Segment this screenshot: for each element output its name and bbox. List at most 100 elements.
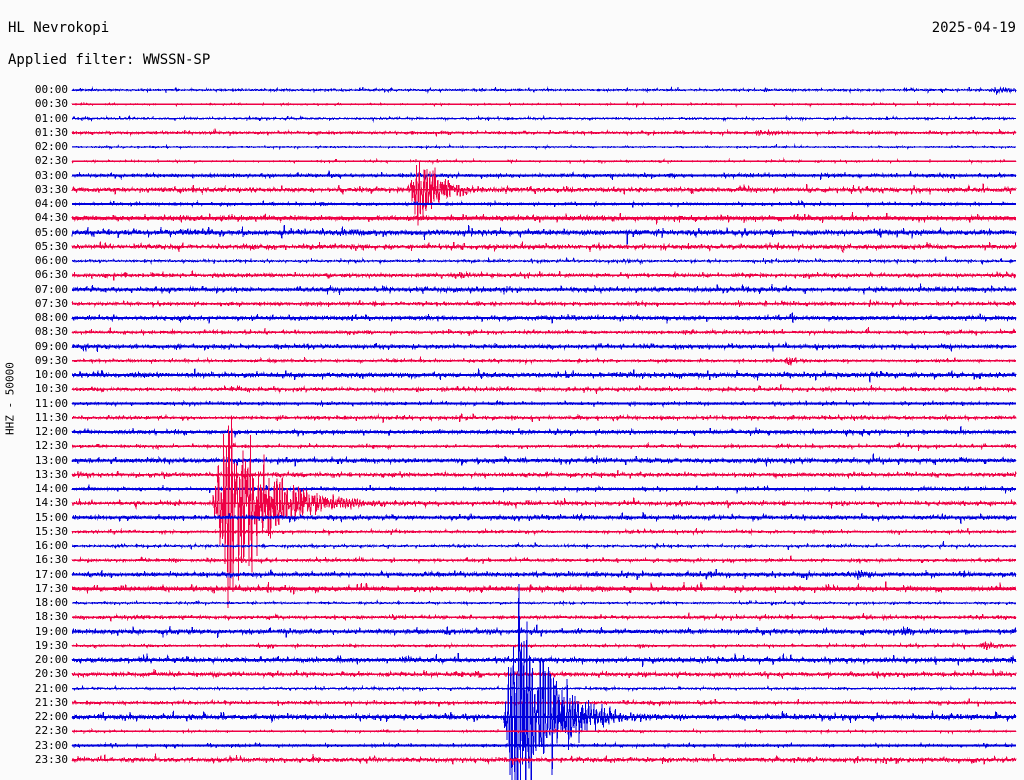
trace-row-0000: [71, 85, 1017, 96]
time-tick-0100: 01:00: [34, 111, 68, 125]
trace-row-2000: [71, 652, 1017, 667]
time-tick-0900: 09:00: [34, 339, 68, 353]
trace-row-0230: [71, 157, 1017, 165]
trace-row-0700: [71, 283, 1017, 296]
trace-row-0930: [71, 356, 1017, 366]
time-tick-2330: 23:30: [34, 752, 68, 766]
time-tick-1100: 11:00: [34, 396, 68, 410]
trace-row-1930: [71, 640, 1017, 651]
applied-filter-label: Applied filter: WWSSN-SP: [8, 52, 211, 68]
trace-row-1600: [71, 540, 1017, 551]
trace-row-1030: [71, 383, 1017, 395]
trace-row-1430: [71, 415, 1017, 608]
trace-row-1000: [71, 368, 1017, 383]
time-tick-0500: 05:00: [34, 225, 68, 239]
trace-row-0530: [71, 241, 1017, 253]
trace-row-2230: [71, 727, 1017, 735]
trace-row-0600: [71, 256, 1017, 266]
record-date: 2025-04-19: [931, 20, 1016, 36]
trace-row-0030: [71, 100, 1017, 109]
time-tick-0430: 04:30: [34, 211, 68, 225]
trace-row-1700: [71, 568, 1017, 580]
time-tick-1900: 19:00: [34, 624, 68, 638]
trace-row-1130: [71, 413, 1017, 423]
time-tick-1300: 13:00: [34, 453, 68, 467]
trace-row-0300: [71, 170, 1017, 181]
trace-row-0900: [71, 341, 1017, 353]
time-tick-2100: 21:00: [34, 681, 68, 695]
time-tick-1200: 12:00: [34, 425, 68, 438]
time-tick-0330: 03:30: [34, 182, 68, 196]
time-tick-1400: 14:00: [34, 482, 68, 495]
trace-row-1230: [71, 441, 1017, 451]
trace-row-1900: [71, 624, 1017, 638]
time-tick-1600: 16:00: [34, 539, 68, 552]
time-tick-0030: 00:30: [34, 97, 68, 111]
trace-row-2330: [71, 753, 1017, 765]
y-axis-label-text: HHZ - 50000: [3, 362, 17, 435]
trace-row-2030: [71, 668, 1017, 680]
trace-row-1730: [71, 581, 1017, 595]
time-tick-0700: 07:00: [34, 282, 68, 296]
trace-row-0400: [71, 199, 1017, 209]
trace-row-0430: [71, 212, 1017, 225]
trace-row-1630: [71, 555, 1017, 565]
time-tick-0530: 05:30: [34, 239, 68, 253]
trace-row-1830: [71, 612, 1017, 622]
time-tick-2000: 20:00: [34, 653, 68, 666]
time-tick-1130: 11:30: [34, 410, 68, 424]
y-axis-label: HHZ - 50000: [0, 330, 18, 470]
trace-row-0130: [71, 128, 1017, 138]
time-tick-0130: 01:30: [34, 125, 68, 139]
time-tick-2130: 21:30: [34, 695, 68, 709]
time-tick-1000: 10:00: [34, 368, 68, 381]
time-tick-1230: 12:30: [34, 439, 68, 453]
time-tick-0200: 02:00: [34, 140, 68, 153]
trace-row-0100: [71, 114, 1017, 123]
trace-row-1400: [71, 484, 1017, 494]
trace-row-0200: [71, 143, 1017, 151]
time-tick-0800: 08:00: [34, 311, 68, 324]
trace-row-0500: [71, 225, 1017, 245]
time-tick-1630: 16:30: [34, 553, 68, 567]
time-tick-0000: 00:00: [34, 83, 68, 96]
trace-row-1330: [71, 470, 1017, 483]
time-tick-0300: 03:00: [34, 168, 68, 182]
time-tick-1030: 10:30: [34, 382, 68, 396]
time-tick-1800: 18:00: [34, 596, 68, 609]
time-tick-2030: 20:30: [34, 667, 68, 681]
trace-row-1300: [71, 453, 1017, 467]
time-tick-2300: 23:00: [34, 738, 68, 752]
station-title: HL Nevrokopi: [8, 20, 110, 36]
time-tick-2230: 22:30: [34, 724, 68, 738]
time-tick-1530: 15:30: [34, 524, 68, 538]
time-tick-1700: 17:00: [34, 567, 68, 581]
time-tick-0930: 09:30: [34, 353, 68, 367]
time-tick-0730: 07:30: [34, 296, 68, 310]
time-tick-2200: 22:00: [34, 710, 68, 723]
trace-row-2300: [71, 741, 1017, 750]
trace-row-1530: [71, 527, 1017, 536]
trace-row-0630: [71, 270, 1017, 281]
time-tick-1930: 19:30: [34, 638, 68, 652]
trace-row-2200: [71, 584, 1017, 780]
time-tick-1330: 13:30: [34, 467, 68, 481]
trace-row-0330: [71, 161, 1017, 226]
trace-row-2100: [71, 684, 1017, 692]
trace-row-1500: [71, 512, 1017, 524]
trace-row-0800: [71, 312, 1017, 324]
trace-row-1200: [71, 426, 1017, 438]
trace-row-0730: [71, 299, 1017, 308]
time-tick-1730: 17:30: [34, 581, 68, 595]
time-tick-1500: 15:00: [34, 510, 68, 524]
time-tick-0400: 04:00: [34, 197, 68, 210]
trace-row-1100: [71, 399, 1017, 408]
time-tick-1430: 14:30: [34, 496, 68, 510]
trace-row-2130: [71, 698, 1017, 707]
trace-row-1800: [71, 599, 1017, 607]
time-tick-0630: 06:30: [34, 268, 68, 282]
time-tick-1830: 18:30: [34, 610, 68, 624]
time-tick-0830: 08:30: [34, 325, 68, 339]
